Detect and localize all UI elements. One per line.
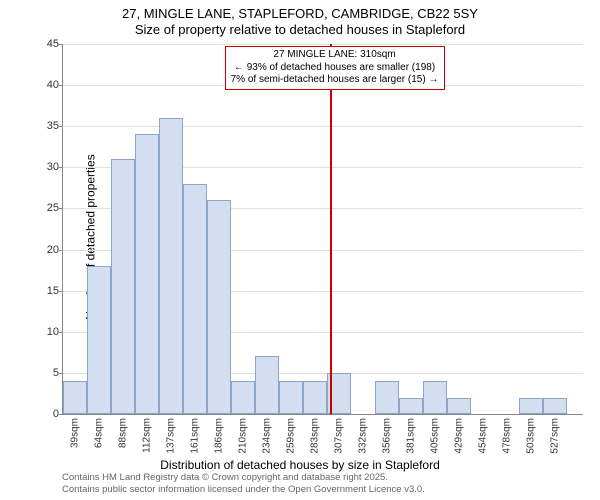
histogram-bar bbox=[399, 398, 423, 414]
histogram-bar bbox=[207, 200, 231, 414]
xtick-label: 429sqm bbox=[454, 418, 465, 454]
histogram-bar bbox=[111, 159, 135, 414]
xtick-label: 454sqm bbox=[478, 418, 489, 454]
ytick-mark bbox=[59, 332, 63, 333]
histogram-bar bbox=[63, 381, 87, 414]
x-axis-label: Distribution of detached houses by size … bbox=[0, 458, 600, 472]
xtick-label: 527sqm bbox=[550, 418, 561, 454]
xtick-label: 405sqm bbox=[430, 418, 441, 454]
annot-line3: 7% of semi-detached houses are larger (1… bbox=[230, 74, 440, 87]
histogram-bar bbox=[519, 398, 543, 414]
ytick-label: 40 bbox=[29, 79, 59, 91]
histogram-bar bbox=[159, 118, 183, 414]
footer-line2: Contains public sector information licen… bbox=[62, 484, 425, 496]
ytick-mark bbox=[59, 208, 63, 209]
histogram-bar bbox=[279, 381, 303, 414]
xtick-label: 259sqm bbox=[286, 418, 297, 454]
histogram-chart: 05101520253035404539sqm64sqm88sqm112sqm1… bbox=[62, 44, 582, 414]
xtick-label: 356sqm bbox=[382, 418, 393, 454]
histogram-bar bbox=[87, 266, 111, 414]
xtick-label: 210sqm bbox=[238, 418, 249, 454]
histogram-bar bbox=[183, 184, 207, 414]
xtick-label: 478sqm bbox=[502, 418, 513, 454]
ytick-label: 15 bbox=[29, 285, 59, 297]
ytick-mark bbox=[59, 414, 63, 415]
xtick-label: 307sqm bbox=[334, 418, 345, 454]
ytick-mark bbox=[59, 126, 63, 127]
xtick-label: 88sqm bbox=[118, 418, 129, 448]
xtick-label: 283sqm bbox=[310, 418, 321, 454]
histogram-bar bbox=[135, 134, 159, 414]
xtick-label: 161sqm bbox=[190, 418, 201, 454]
annot-line1: 27 MINGLE LANE: 310sqm bbox=[230, 49, 440, 62]
histogram-bar bbox=[543, 398, 567, 414]
ytick-label: 20 bbox=[29, 244, 59, 256]
ytick-mark bbox=[59, 291, 63, 292]
histogram-bar bbox=[303, 381, 327, 414]
xtick-label: 64sqm bbox=[94, 418, 105, 448]
histogram-bar bbox=[231, 381, 255, 414]
ytick-mark bbox=[59, 85, 63, 86]
title-line1: 27, MINGLE LANE, STAPLEFORD, CAMBRIDGE, … bbox=[0, 6, 600, 22]
annot-line2: ← 93% of detached houses are smaller (19… bbox=[230, 62, 440, 75]
ytick-label: 35 bbox=[29, 120, 59, 132]
footer-line1: Contains HM Land Registry data © Crown c… bbox=[62, 472, 425, 484]
ytick-label: 5 bbox=[29, 367, 59, 379]
ytick-label: 30 bbox=[29, 161, 59, 173]
property-marker-line bbox=[330, 44, 332, 414]
xtick-label: 186sqm bbox=[214, 418, 225, 454]
gridline bbox=[63, 44, 583, 45]
histogram-bar bbox=[255, 356, 279, 414]
marker-annotation: 27 MINGLE LANE: 310sqm← 93% of detached … bbox=[225, 46, 445, 90]
histogram-bar bbox=[375, 381, 399, 414]
histogram-bar bbox=[447, 398, 471, 414]
ytick-mark bbox=[59, 250, 63, 251]
ytick-label: 0 bbox=[29, 408, 59, 420]
ytick-mark bbox=[59, 44, 63, 45]
ytick-label: 45 bbox=[29, 38, 59, 50]
xtick-label: 234sqm bbox=[262, 418, 273, 454]
xtick-label: 137sqm bbox=[166, 418, 177, 454]
plot-region: 05101520253035404539sqm64sqm88sqm112sqm1… bbox=[62, 44, 583, 415]
xtick-label: 332sqm bbox=[358, 418, 369, 454]
ytick-label: 25 bbox=[29, 202, 59, 214]
ytick-mark bbox=[59, 373, 63, 374]
xtick-label: 503sqm bbox=[526, 418, 537, 454]
xtick-label: 39sqm bbox=[70, 418, 81, 448]
title-line2: Size of property relative to detached ho… bbox=[0, 22, 600, 38]
xtick-label: 381sqm bbox=[406, 418, 417, 454]
histogram-bar bbox=[423, 381, 447, 414]
attribution-footer: Contains HM Land Registry data © Crown c… bbox=[62, 472, 425, 496]
ytick-mark bbox=[59, 167, 63, 168]
ytick-label: 10 bbox=[29, 326, 59, 338]
gridline bbox=[63, 126, 583, 127]
xtick-label: 112sqm bbox=[142, 418, 153, 453]
